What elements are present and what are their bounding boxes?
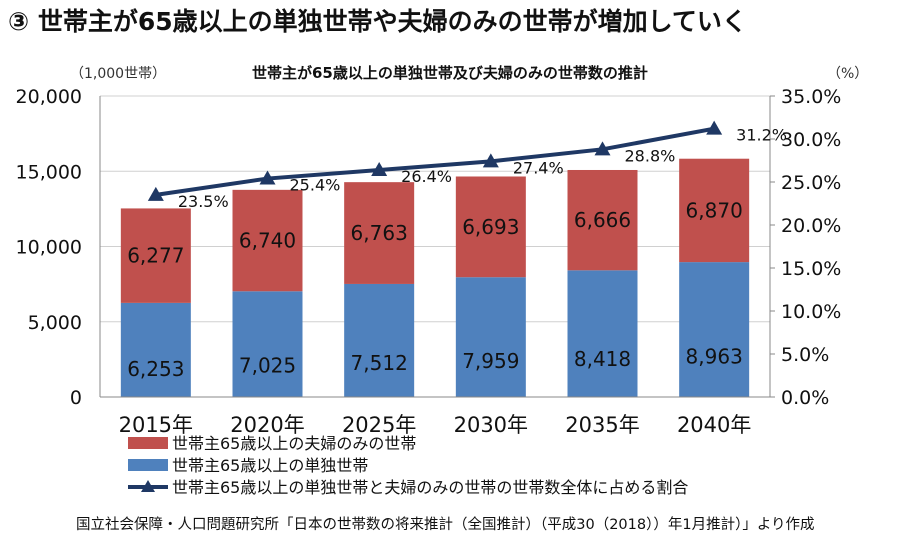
bar-single	[455, 277, 526, 397]
bar-single-label: 7,512	[351, 351, 408, 375]
y-right-tick-label: 35.0%	[781, 86, 841, 108]
y-left-tick-label: 20,000	[16, 86, 82, 108]
y-left-tick-label: 0	[70, 387, 82, 409]
bar-single	[567, 270, 638, 397]
ratio-marker	[147, 186, 164, 201]
bar-single	[344, 283, 415, 397]
legend-triangle-symbol	[141, 480, 155, 492]
bar-couple-label: 6,277	[127, 244, 184, 268]
ratio-label: 26.4%	[401, 167, 452, 186]
gridlines	[100, 95, 770, 398]
ratio-marker	[482, 153, 499, 168]
chart-title: 世帯主が65歳以上の単独世帯及び夫婦のみの世帯数の推計	[252, 64, 648, 82]
bar-labels: 6,253 6,277 7,025 6,740 7,512 6,763 7,959 6,693…	[127, 198, 743, 380]
source-note: 国立社会保障・人口問題研究所「日本の世帯数の将来推計（全国推計）（平成30（20…	[76, 517, 815, 533]
legend-bar-symbol	[128, 459, 168, 471]
ratio-label: 23.5%	[178, 192, 229, 211]
x-tick-label: 2020年	[230, 413, 304, 437]
bar-single	[232, 291, 303, 397]
legend-label: 世帯主65歳以上の単独世帯と夫婦のみの世帯の世帯数全体に占める割合	[172, 478, 688, 497]
x-tick-label: 2030年	[454, 413, 528, 437]
y-right-tick-label: 25.0%	[781, 172, 841, 194]
bar-single-label: 6,253	[127, 357, 184, 381]
y-right-tick-label: 10.0%	[781, 301, 841, 323]
y-right-tick-label: 15.0%	[781, 258, 841, 280]
y-left-tick-label: 5,000	[28, 312, 82, 334]
y-right-tick-label: 20.0%	[781, 215, 841, 237]
bar-couple	[344, 182, 415, 284]
bar-couple	[679, 158, 750, 263]
ratio-label: 28.8%	[625, 146, 676, 165]
bar-couple-label: 6,740	[239, 229, 296, 253]
bars	[120, 158, 750, 397]
bar-couple-label: 6,870	[686, 198, 743, 222]
y-right-axis: 0.0% 5.0% 10.0% 15.0% 20.0% 25.0% 30.0% 35.0%	[769, 86, 841, 409]
bar-single-label: 8,963	[686, 345, 743, 369]
bar-couple-label: 6,693	[462, 215, 519, 239]
y-left-unit: （1,000世帯）	[70, 66, 166, 82]
bar-single-label: 7,025	[239, 353, 296, 377]
ratio-polyline	[155, 126, 715, 197]
ratio-label: 25.4%	[290, 176, 341, 195]
ratio-marker	[259, 170, 276, 185]
page-heading: ③ 世帯主が65歳以上の単独世帯や夫婦のみの世帯が増加していく	[8, 7, 747, 36]
x-axis: 2015年 2020年 2025年 2030年 2035年 2040年	[100, 396, 770, 437]
bar-single	[120, 302, 191, 397]
ratio-label: 31.2%	[736, 126, 787, 145]
bar-single-label: 7,959	[462, 349, 519, 373]
bar-couple	[455, 176, 526, 278]
bar-single-label: 8,418	[574, 347, 631, 371]
bar-couple	[120, 208, 191, 303]
x-tick-label: 2025年	[342, 413, 416, 437]
bar-couple	[567, 169, 638, 271]
bar-couple-label: 6,763	[351, 221, 408, 245]
y-left-axis: 0 5,000 10,000 15,000 20,000	[16, 86, 101, 409]
legend-label: 世帯主65歳以上の単独世帯	[172, 456, 368, 475]
x-tick-label: 2035年	[565, 413, 639, 437]
y-right-unit: （%）	[827, 66, 868, 82]
y-right-tick-label: 5.0%	[781, 344, 829, 366]
ratio-marker	[371, 161, 388, 176]
y-left-tick-label: 10,000	[16, 237, 82, 259]
bar-single	[679, 262, 750, 397]
x-tick-label: 2015年	[119, 413, 193, 437]
legend-label: 世帯主65歳以上の夫婦のみの世帯	[172, 434, 416, 453]
y-right-tick-label: 0.0%	[781, 387, 829, 409]
bar-couple-label: 6,666	[574, 208, 631, 232]
legend-bar-symbol	[128, 437, 168, 449]
ratio-marker	[594, 141, 611, 156]
ratio-line: 23.5% 25.4% 26.4% 27.4% 28.8% 31.2%	[147, 120, 787, 211]
x-tick-label: 2040年	[677, 413, 751, 437]
ratio-marker	[706, 120, 723, 135]
y-left-tick-label: 15,000	[16, 161, 82, 183]
ratio-label: 27.4%	[513, 158, 564, 177]
y-right-tick-label: 30.0%	[781, 129, 841, 151]
bar-couple	[232, 189, 303, 292]
legend: 世帯主65歳以上の夫婦のみの世帯世帯主65歳以上の単独世帯世帯主65歳以上の単独…	[128, 434, 688, 497]
